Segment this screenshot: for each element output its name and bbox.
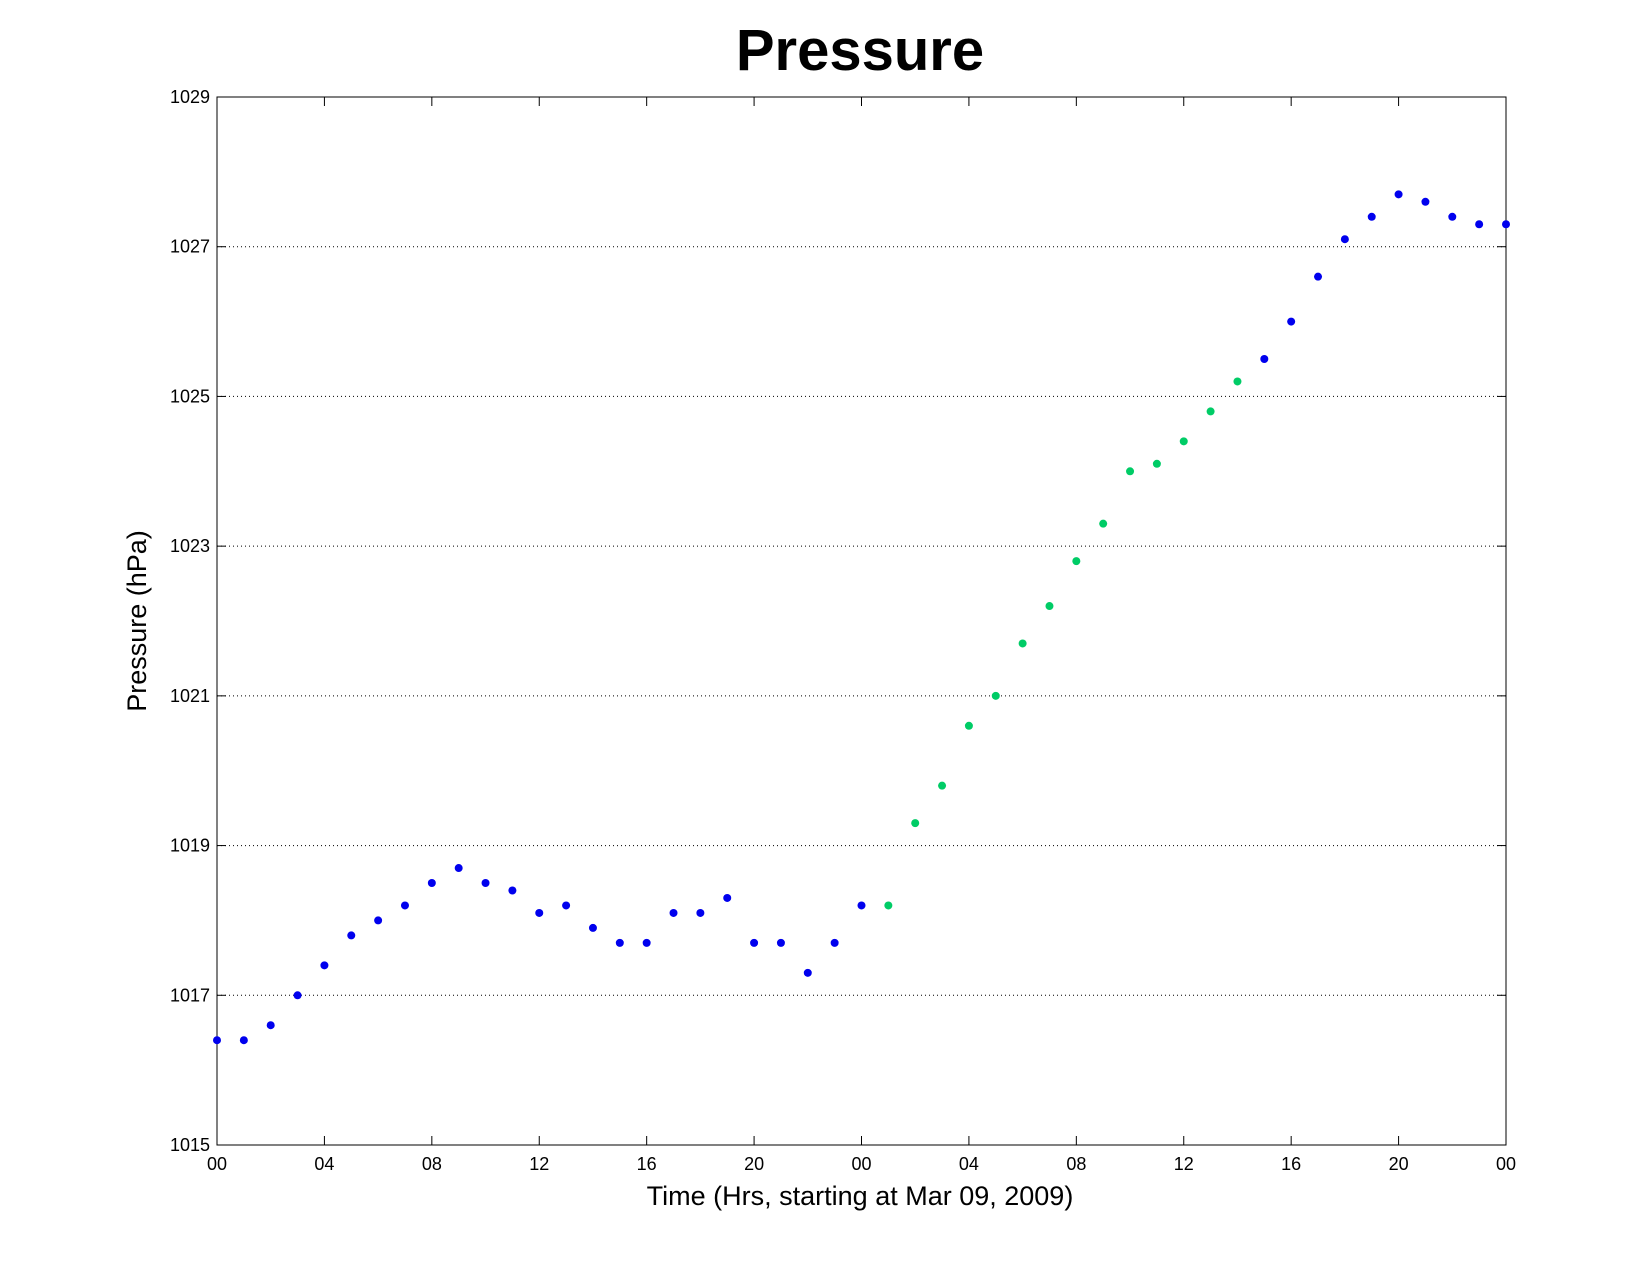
- x-tick-label-8: 08: [1066, 1154, 1086, 1174]
- data-point-s1-8: [1099, 519, 1108, 528]
- data-point-s1-1: [911, 819, 920, 828]
- data-point-s0-31: [1421, 197, 1430, 206]
- data-point-s0-18: [696, 908, 705, 917]
- x-tick-label-7: 04: [959, 1154, 979, 1174]
- data-point-s0-29: [1367, 212, 1376, 221]
- data-point-s0-11: [508, 886, 517, 895]
- data-point-s0-16: [642, 938, 651, 947]
- y-axis-label: Pressure (hPa): [122, 530, 152, 712]
- data-point-s0-3: [293, 991, 302, 1000]
- data-point-s0-32: [1448, 212, 1457, 221]
- data-point-s0-6: [374, 916, 383, 925]
- data-point-s0-17: [669, 908, 678, 917]
- data-point-s1-10: [1152, 459, 1161, 468]
- x-tick-label-0: 00: [207, 1154, 227, 1174]
- x-tick-label-3: 12: [529, 1154, 549, 1174]
- data-point-s1-5: [1018, 639, 1027, 648]
- data-point-s0-33: [1475, 220, 1484, 229]
- data-point-s1-4: [991, 691, 1000, 700]
- data-point-s0-1: [239, 1036, 248, 1045]
- data-point-s0-14: [588, 923, 597, 932]
- y-tick-label-7: 1029: [170, 87, 210, 107]
- chart-title: Pressure: [736, 18, 984, 83]
- x-tick-label-11: 20: [1389, 1154, 1409, 1174]
- data-point-s0-25: [1260, 355, 1269, 363]
- data-point-s1-13: [1233, 377, 1242, 386]
- data-point-s0-8: [427, 879, 436, 887]
- x-tick-label-1: 04: [314, 1154, 334, 1174]
- data-point-s0-2: [266, 1021, 275, 1030]
- data-point-s0-4: [320, 961, 329, 970]
- y-tick-label-4: 1023: [170, 536, 210, 556]
- x-tick-label-2: 08: [422, 1154, 442, 1174]
- data-point-s1-0: [884, 901, 893, 910]
- x-tick-label-9: 12: [1174, 1154, 1194, 1174]
- data-point-s0-20: [750, 938, 759, 947]
- data-point-s0-12: [535, 908, 544, 917]
- data-point-s0-13: [562, 901, 571, 910]
- data-point-s0-23: [830, 938, 839, 947]
- x-tick-label-5: 20: [744, 1154, 764, 1174]
- data-point-s0-30: [1394, 190, 1403, 199]
- x-axis-label: Time (Hrs, starting at Mar 09, 2009): [647, 1181, 1074, 1211]
- data-point-s0-7: [400, 901, 409, 910]
- y-tick-label-6: 1027: [170, 237, 210, 257]
- data-point-s0-0: [213, 1036, 221, 1045]
- data-point-s0-34: [1502, 220, 1510, 229]
- y-tick-label-3: 1021: [170, 686, 210, 706]
- data-point-s0-5: [347, 931, 356, 940]
- data-point-s1-9: [1126, 467, 1135, 476]
- point-layer: [213, 190, 1510, 1045]
- data-point-s0-24: [857, 901, 866, 910]
- data-point-s0-9: [454, 864, 463, 873]
- data-point-s1-7: [1072, 557, 1081, 566]
- x-tick-label-10: 16: [1281, 1154, 1301, 1174]
- grid-layer: [217, 246, 1506, 996]
- data-point-s1-12: [1206, 407, 1215, 416]
- y-tick-label-0: 1015: [170, 1135, 210, 1155]
- data-point-s0-27: [1314, 272, 1323, 281]
- x-tick-label-12: 00: [1496, 1154, 1516, 1174]
- tick-layer: 1015 1017 1019 1021 1023 1025 1027 1029 00 04 08 12…: [170, 87, 1516, 1174]
- data-point-s0-15: [615, 938, 624, 947]
- data-point-s1-11: [1179, 437, 1188, 446]
- y-tick-label-2: 1019: [170, 836, 210, 856]
- data-point-s0-19: [723, 893, 732, 902]
- x-tick-label-4: 16: [637, 1154, 657, 1174]
- plot-frame: [216, 96, 1507, 1146]
- data-point-s0-21: [776, 938, 785, 947]
- data-point-s0-22: [803, 968, 812, 977]
- data-point-s0-10: [481, 879, 490, 887]
- data-point-s1-2: [938, 781, 947, 790]
- x-tick-label-6: 00: [851, 1154, 871, 1174]
- y-tick-label-1: 1017: [170, 985, 210, 1005]
- data-point-s1-3: [964, 721, 973, 730]
- data-point-s1-6: [1045, 602, 1054, 611]
- data-point-s0-26: [1287, 317, 1296, 326]
- data-point-s0-28: [1340, 235, 1349, 244]
- y-tick-label-5: 1025: [170, 386, 210, 406]
